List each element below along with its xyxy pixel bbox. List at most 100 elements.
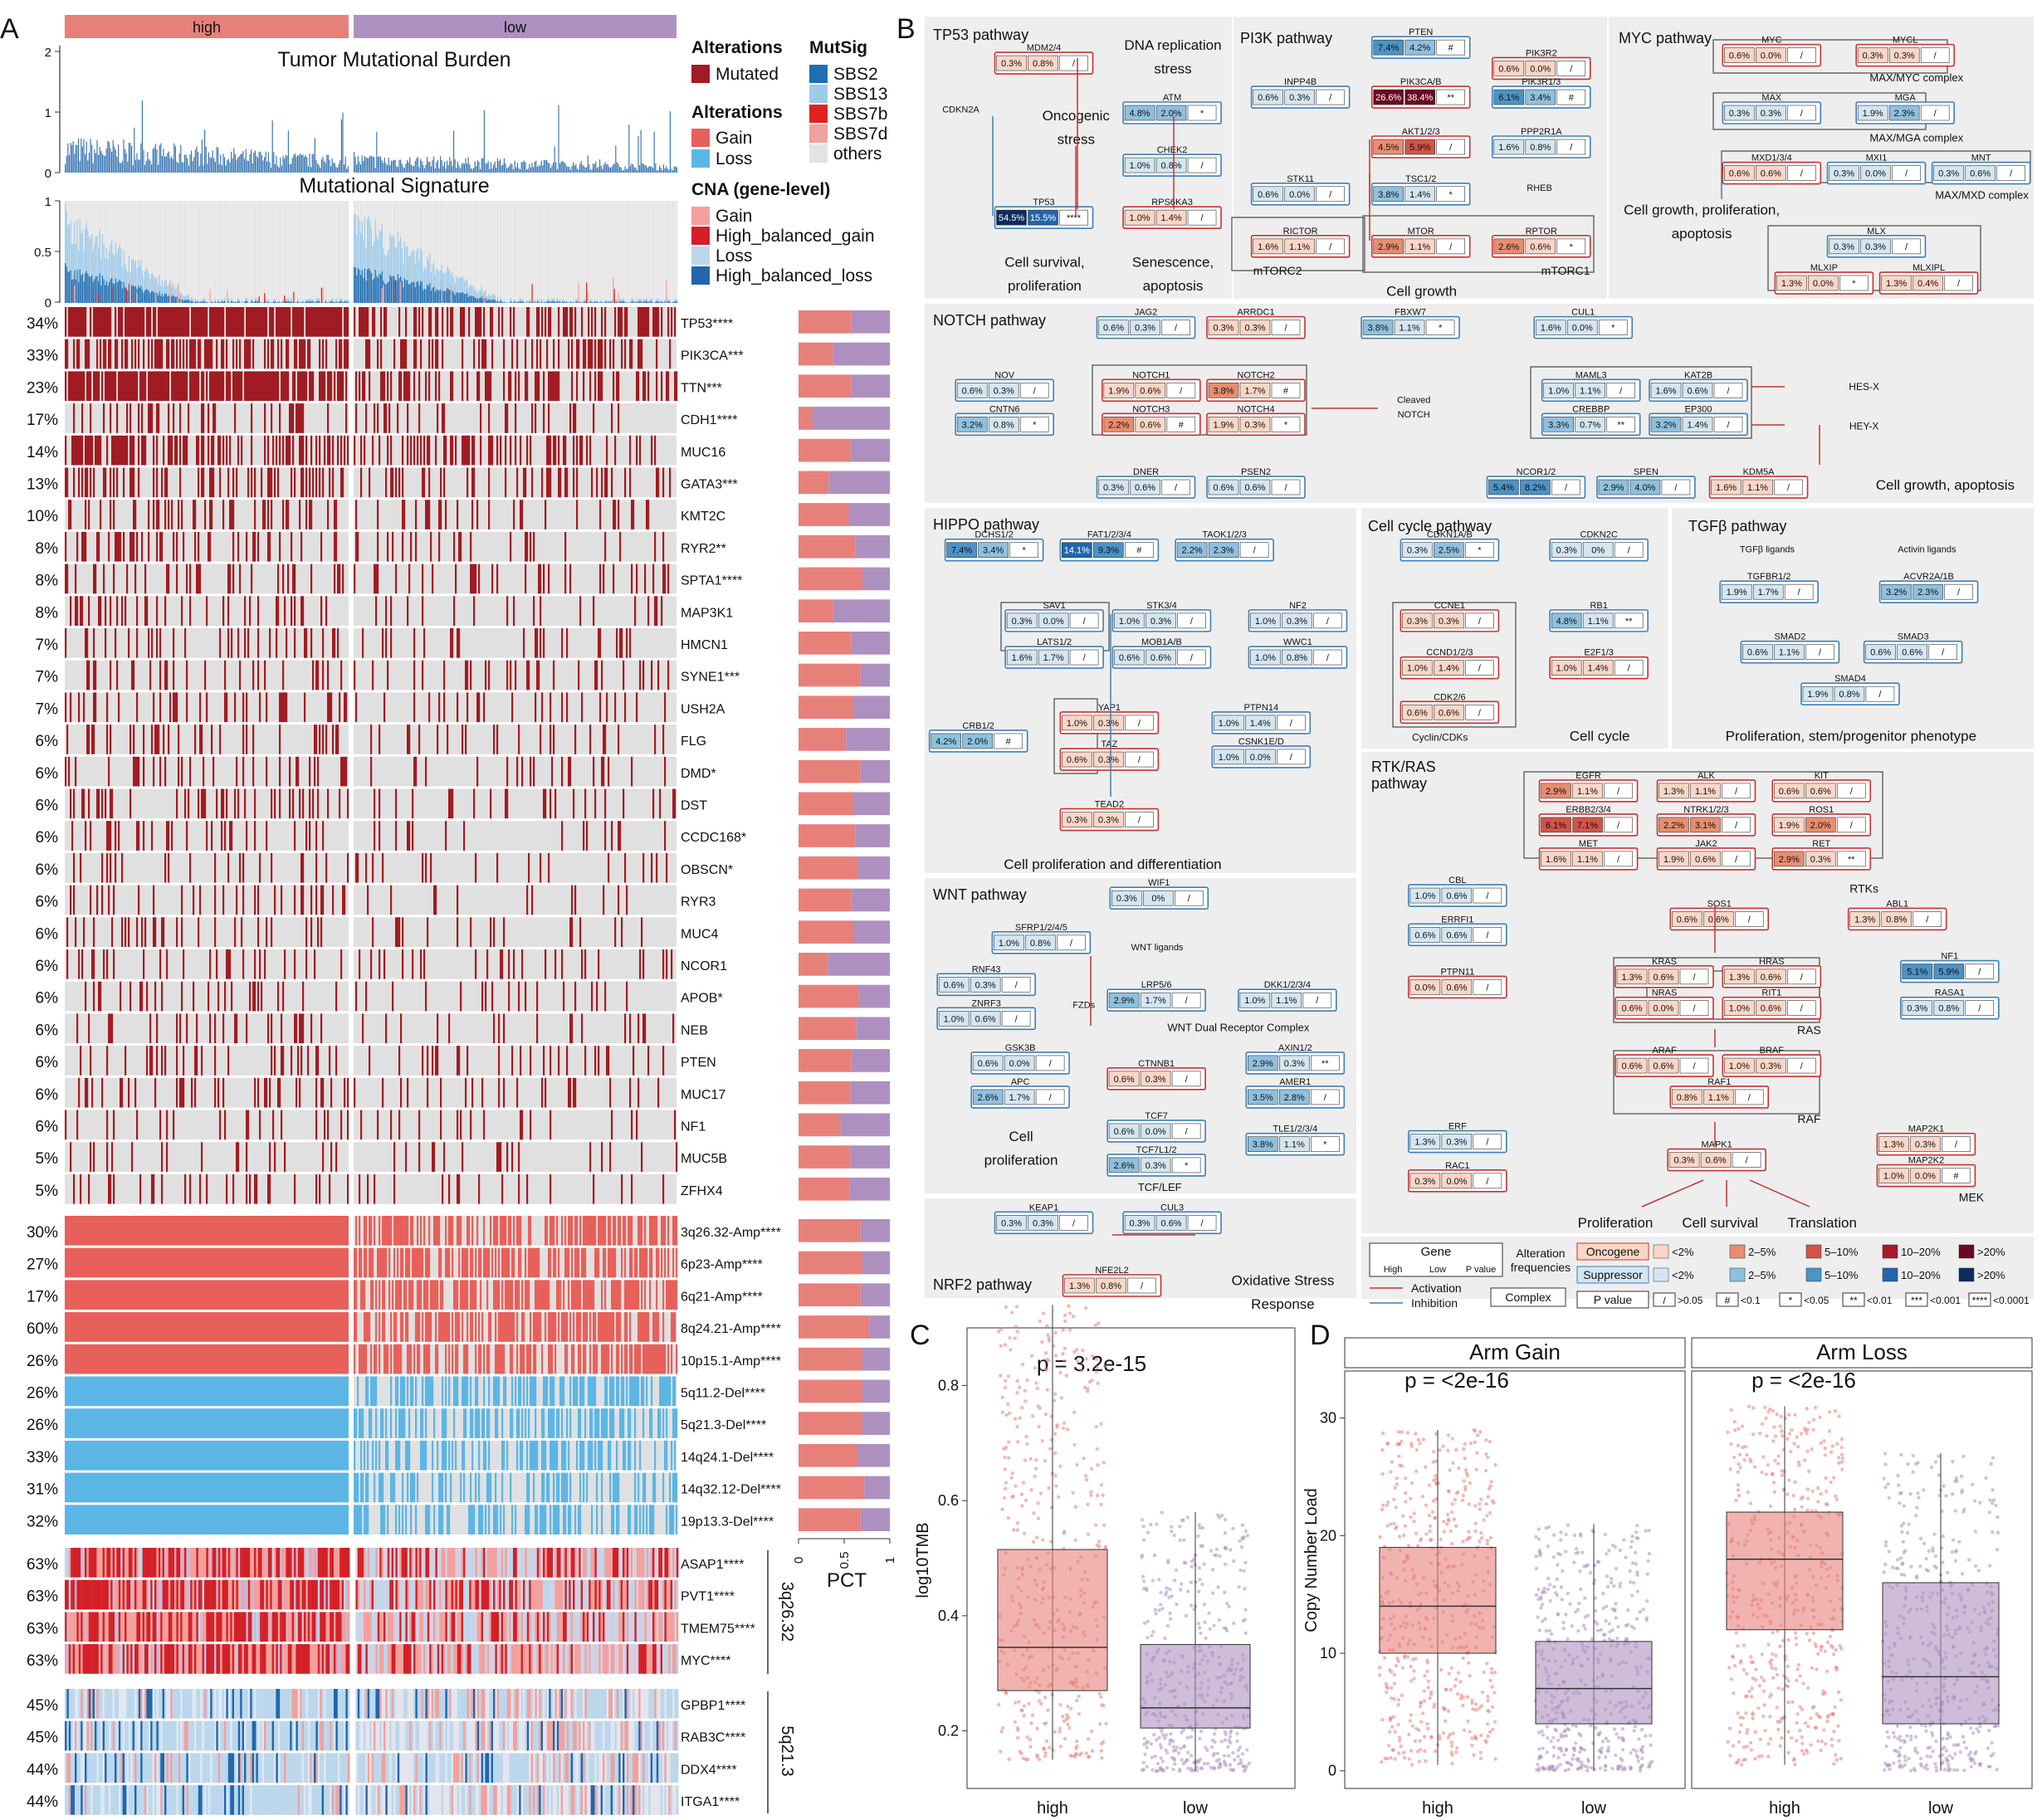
arm-cell xyxy=(573,1344,575,1374)
onco-cell xyxy=(596,467,598,498)
sig-sbs13 xyxy=(289,300,291,302)
arm-cell xyxy=(613,1408,615,1438)
onco-cell xyxy=(415,756,418,787)
onco-cell xyxy=(75,371,77,402)
arm-cell xyxy=(573,1280,575,1310)
tmb-bar xyxy=(626,168,628,173)
onco-cell xyxy=(309,307,311,337)
onco-cell xyxy=(113,500,115,529)
sig-others xyxy=(204,201,206,303)
sig-sbs2 xyxy=(118,281,120,303)
onco-cell xyxy=(287,371,290,402)
onco-cell xyxy=(481,981,484,1012)
arm-cell xyxy=(583,1376,585,1407)
sig-others xyxy=(564,201,566,303)
onco-bg xyxy=(354,1173,677,1204)
onco-cell xyxy=(194,307,197,337)
onco-cell xyxy=(427,917,429,947)
gene-name: MUC5B xyxy=(681,1152,727,1166)
sig-others xyxy=(338,201,340,303)
onco-cell xyxy=(488,403,491,433)
sig-others xyxy=(480,201,481,303)
onco-cell xyxy=(473,564,476,594)
tmb-bar xyxy=(566,165,568,173)
arm-cell xyxy=(379,1344,381,1374)
arm-cell xyxy=(501,1216,504,1246)
onco-cell xyxy=(467,692,469,723)
arm-cell xyxy=(445,1440,447,1471)
sig-sbs13 xyxy=(149,278,151,294)
sig-sbs2 xyxy=(502,302,504,303)
onco-cell xyxy=(629,339,632,369)
arm-cell xyxy=(642,1312,645,1342)
tmb-bar xyxy=(266,161,268,173)
tmb-bar xyxy=(331,158,333,173)
sig-sbs2 xyxy=(224,300,226,303)
onco-cell xyxy=(330,307,333,337)
onco-cell xyxy=(302,307,305,337)
onco-cell xyxy=(141,371,144,402)
tmb-bar xyxy=(238,156,240,173)
sig-sbs2 xyxy=(673,302,675,303)
onco-cell xyxy=(483,1110,486,1140)
pct-low xyxy=(862,1347,890,1371)
onco-cell xyxy=(168,564,170,594)
arm-cell xyxy=(594,1408,597,1438)
arm-cell xyxy=(500,1344,502,1374)
onco-cell xyxy=(305,628,308,658)
onco-cell xyxy=(310,1013,313,1044)
sig-sbs13 xyxy=(506,301,508,303)
arm-cell xyxy=(432,1280,434,1310)
onco-cell xyxy=(277,467,280,498)
onco-cell xyxy=(204,660,207,690)
onco-cell xyxy=(136,821,139,851)
sig-sbs2 xyxy=(78,281,80,303)
arm-cell xyxy=(508,1312,510,1342)
sig-sbs2 xyxy=(540,300,542,303)
tmb-bar xyxy=(176,161,178,173)
onco-cell xyxy=(159,371,162,402)
arm-cell xyxy=(457,1344,459,1374)
onco-cell xyxy=(511,1046,514,1076)
onco-cell xyxy=(100,500,102,529)
tmb-bar xyxy=(457,161,458,173)
sig-sbs2 xyxy=(440,290,442,303)
onco-cell xyxy=(656,852,658,883)
onco-cell xyxy=(676,371,678,402)
sig-sbs13 xyxy=(123,250,125,282)
onco-cell xyxy=(85,981,87,1012)
onco-cell xyxy=(257,660,260,690)
arm-cell xyxy=(536,1280,539,1310)
arm-cell xyxy=(448,1440,451,1471)
tmb-bar xyxy=(542,165,544,173)
sig-sbs13 xyxy=(200,300,202,302)
onco-cell xyxy=(438,531,441,562)
onco-cell xyxy=(387,660,389,690)
onco-cell xyxy=(508,949,510,979)
sig-sbs2 xyxy=(291,302,293,303)
sig-sbs13 xyxy=(253,301,255,303)
onco-cell xyxy=(133,756,135,787)
arm-cell xyxy=(644,1280,647,1310)
arm-cell xyxy=(476,1376,479,1407)
tmb-bar xyxy=(76,144,78,173)
tmb-bar xyxy=(253,152,255,173)
gene-name: ZFHX4 xyxy=(681,1184,723,1198)
onco-cell xyxy=(252,981,255,1012)
tmb-bar xyxy=(65,163,66,173)
onco-cell xyxy=(116,435,119,466)
arm-cell xyxy=(646,1247,648,1278)
arm-cell xyxy=(609,1216,612,1246)
sig-others xyxy=(515,201,517,303)
onco-cell xyxy=(374,307,376,337)
arm-cell xyxy=(420,1280,423,1310)
sig-sbs2 xyxy=(274,301,276,303)
onco-cell xyxy=(271,467,273,498)
onco-cell xyxy=(641,307,643,337)
onco-cell xyxy=(322,1142,325,1172)
onco-cell xyxy=(578,660,580,690)
onco-cell xyxy=(161,467,164,498)
arm-cell xyxy=(638,1280,640,1310)
sig-others xyxy=(505,201,506,303)
onco-bg xyxy=(65,885,349,915)
